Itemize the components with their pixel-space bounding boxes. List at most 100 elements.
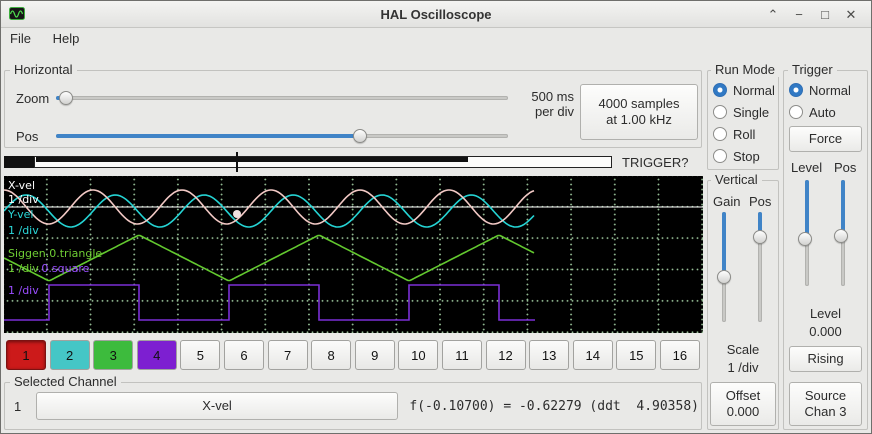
scope-channel-label: 1 /div.0.square <box>8 262 90 275</box>
radio-option-normal[interactable]: Normal <box>789 79 851 101</box>
zoom-slider-track[interactable] <box>56 96 508 100</box>
scope-display: X-vel 1 /div Y-vel 1 /div Siggen.0.triangle 1… <box>4 176 703 333</box>
radio-label: Normal <box>809 82 851 98</box>
trigger-level-readout-value: 0.000 <box>809 324 842 339</box>
close-button[interactable]: ✕ <box>845 7 857 22</box>
radio-icon <box>713 83 727 97</box>
trace-x-vel <box>4 189 535 225</box>
channel-button-6[interactable]: 6 <box>223 340 264 370</box>
radio-option-stop[interactable]: Stop <box>713 145 775 167</box>
channel-button-14[interactable]: 14 <box>572 340 613 370</box>
radio-option-single[interactable]: Single <box>713 101 775 123</box>
channel-button-4[interactable]: 4 <box>136 340 177 370</box>
vertical-gain-label: Gain <box>713 194 741 209</box>
zoom-label: Zoom <box>16 91 50 106</box>
horizontal-group-label: Horizontal <box>10 62 77 77</box>
selected-channel-number: 1 <box>14 399 22 414</box>
trigger-level-label: Level <box>791 160 823 175</box>
trigger-force-button[interactable]: Force <box>789 126 862 152</box>
vertical-offset-label: Offset <box>725 388 761 403</box>
selected-channel-name: X-vel <box>202 398 232 413</box>
trigger-source-button[interactable]: Source Chan 3 <box>789 382 862 426</box>
selected-channel-group <box>4 382 702 430</box>
radio-icon <box>713 105 727 119</box>
channel-button-13[interactable]: 13 <box>529 340 570 370</box>
channel-button-12[interactable]: 12 <box>485 340 526 370</box>
trigger-level-slider-handle[interactable] <box>798 232 812 246</box>
trace-y-vel <box>4 194 535 228</box>
menu-file[interactable]: File <box>10 31 31 46</box>
maximize-button[interactable]: □ <box>821 7 829 22</box>
scope-channel-label: 1 /div <box>8 224 39 237</box>
shade-button[interactable]: ⌃ <box>767 7 779 22</box>
vertical-pos-slider-track[interactable] <box>758 212 762 322</box>
radio-label: Single <box>733 104 770 120</box>
channel-button-2[interactable]: 2 <box>49 340 90 370</box>
trigger-level-readout-label: Level <box>809 306 842 321</box>
trigger-group <box>783 70 868 430</box>
trigger-edge-button[interactable]: Rising <box>789 346 862 372</box>
force-button-label: Force <box>808 131 843 146</box>
horizontal-group <box>4 70 702 148</box>
vertical-scale-value: 1 /div <box>727 360 759 375</box>
trigger-group-label: Trigger <box>788 62 837 77</box>
radio-option-auto[interactable]: Auto <box>789 101 851 123</box>
horizontal-pos-slider-handle[interactable] <box>353 129 367 143</box>
samples-settings-button[interactable]: 4000 samples at 1.00 kHz <box>580 84 698 140</box>
channel-button-16[interactable]: 16 <box>659 340 700 370</box>
horizontal-pos-label: Pos <box>16 129 39 144</box>
trigger-source-line1: Source <box>804 388 847 403</box>
radio-option-normal[interactable]: Normal <box>713 79 775 101</box>
channel-button-15[interactable]: 15 <box>616 340 657 370</box>
radio-label: Normal <box>733 82 775 98</box>
trace-siggen-square <box>4 284 535 321</box>
radio-label: Auto <box>809 104 836 120</box>
channel-button-9[interactable]: 9 <box>354 340 395 370</box>
minimize-button[interactable]: − <box>795 7 803 22</box>
app-icon <box>9 6 25 22</box>
radio-label: Stop <box>733 148 760 164</box>
menu-help[interactable]: Help <box>52 31 80 46</box>
vertical-offset-value: 0.000 <box>726 404 760 419</box>
scope-traces <box>4 189 703 321</box>
selected-channel-name-button[interactable]: X-vel <box>36 392 398 420</box>
scope-channel-label: Siggen.0.triangle <box>8 247 103 260</box>
scope-channel-label: X-vel <box>8 179 35 192</box>
radio-icon <box>789 105 803 119</box>
trigger-point-marker <box>233 210 241 218</box>
run-mode-group-label: Run Mode <box>711 62 779 77</box>
sample-rate-line1: 500 ms <box>531 89 574 104</box>
trace-siggen-triangle <box>4 234 535 282</box>
channel-button-8[interactable]: 8 <box>311 340 352 370</box>
radio-icon <box>713 127 727 141</box>
channel-button-7[interactable]: 7 <box>267 340 308 370</box>
trigger-source-line2: Chan 3 <box>804 404 847 419</box>
sample-rate-readout: 500 ms per div <box>506 89 574 119</box>
scope-grid <box>4 176 703 333</box>
channel-button-11[interactable]: 11 <box>441 340 482 370</box>
run-mode-radios: Normal Single Roll Stop <box>713 79 775 167</box>
samples-line2: at 1.00 kHz <box>606 112 672 127</box>
channel-button-row: 1 2 3 4 5 6 7 8 9 10 11 12 13 14 15 16 <box>6 339 704 371</box>
samples-line1: 4000 samples <box>598 96 680 111</box>
trigger-pos-label: Pos <box>834 160 857 175</box>
trigger-position-marker <box>236 152 238 172</box>
channel-button-10[interactable]: 10 <box>398 340 439 370</box>
vertical-pos-slider-handle[interactable] <box>753 230 767 244</box>
titlebar[interactable]: HAL Oscilloscope ⌃ − □ ✕ <box>1 1 871 28</box>
vertical-gain-slider-handle[interactable] <box>717 270 731 284</box>
sample-rate-line2: per div <box>534 104 574 119</box>
zoom-slider-handle[interactable] <box>59 91 73 105</box>
channel-button-1[interactable]: 1 <box>6 340 46 370</box>
trigger-mode-radios: Normal Auto <box>789 79 851 123</box>
radio-option-roll[interactable]: Roll <box>713 123 775 145</box>
channel-button-3[interactable]: 3 <box>93 340 134 370</box>
channel-button-5[interactable]: 5 <box>180 340 221 370</box>
trigger-pos-slider-handle[interactable] <box>834 229 848 243</box>
scope-channel-label: 1 /div <box>8 193 39 206</box>
radio-icon <box>713 149 727 163</box>
horizontal-pos-slider-fill <box>56 134 360 138</box>
trigger-edge-label: Rising <box>807 351 844 366</box>
vertical-offset-button[interactable]: Offset 0.000 <box>710 382 776 426</box>
vertical-pos-slider-fill <box>758 212 762 237</box>
